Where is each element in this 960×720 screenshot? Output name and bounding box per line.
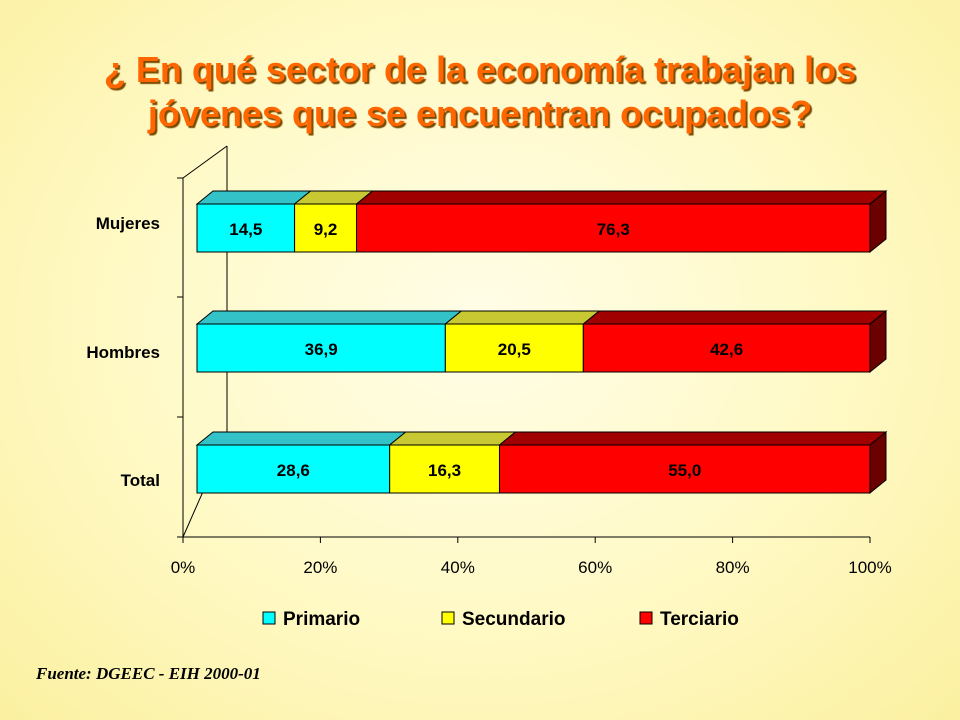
bar-top-total-2 (498, 431, 888, 446)
bar-top-mujeres-0 (195, 190, 312, 205)
legend-swatch-secundario (441, 611, 455, 625)
top-edge (182, 145, 228, 179)
category-label-mujeres: Mujeres (96, 214, 160, 233)
x-tick-label-4: 80% (716, 558, 750, 577)
data-label-mujeres-primario: 14,5 (229, 220, 262, 239)
bar-top-total-0 (195, 431, 408, 446)
bar-top-mujeres-2 (355, 190, 888, 205)
bar-top-hombres-1 (443, 310, 601, 325)
bar-top-hombres-0 (195, 310, 463, 325)
data-label-hombres-secundario: 20,5 (498, 340, 531, 359)
bar-hombres-primario (196, 323, 446, 373)
bar-mujeres-primario (196, 203, 296, 253)
bar-mujeres-terciario (356, 203, 871, 253)
legend-label-terciario: Terciario (660, 609, 739, 630)
x-tick-label-1: 20% (303, 558, 337, 577)
bar-hombres-secundario (444, 323, 584, 373)
bar-total-terciario (498, 444, 871, 494)
category-label-total: Total (121, 471, 160, 490)
bar-side-total (869, 430, 887, 495)
legend-swatch-primario (262, 611, 276, 625)
data-label-total-secundario: 16,3 (428, 461, 461, 480)
bar-total-primario (196, 444, 391, 494)
x-tick-label-5: 100% (848, 558, 891, 577)
data-label-hombres-terciario: 42,6 (710, 340, 743, 359)
legend-swatch-terciario (639, 611, 653, 625)
data-label-total-primario: 28,6 (277, 461, 310, 480)
bar-side-mujeres (869, 189, 887, 254)
bar-top-total-1 (388, 431, 517, 446)
data-label-hombres-primario: 36,9 (305, 340, 338, 359)
x-tick-label-2: 40% (441, 558, 475, 577)
bar-top-hombres-2 (581, 310, 888, 325)
data-label-mujeres-terciario: 76,3 (597, 220, 630, 239)
data-label-total-terciario: 55,0 (668, 461, 701, 480)
legend-label-primario: Primario (283, 609, 360, 630)
source-note: Fuente: DGEEC - EIH 2000-01 (36, 664, 261, 683)
chart-title: ¿ En qué sector de la economía trabajan … (103, 49, 857, 134)
bar-total-secundario (389, 444, 500, 494)
data-label-mujeres-secundario: 9,2 (314, 220, 338, 239)
x-tick-label-0: 0% (171, 558, 196, 577)
bar-side-hombres (869, 309, 887, 374)
x-tick-label-3: 60% (578, 558, 612, 577)
category-label-hombres: Hombres (86, 343, 160, 362)
legend-label-secundario: Secundario (462, 609, 565, 630)
